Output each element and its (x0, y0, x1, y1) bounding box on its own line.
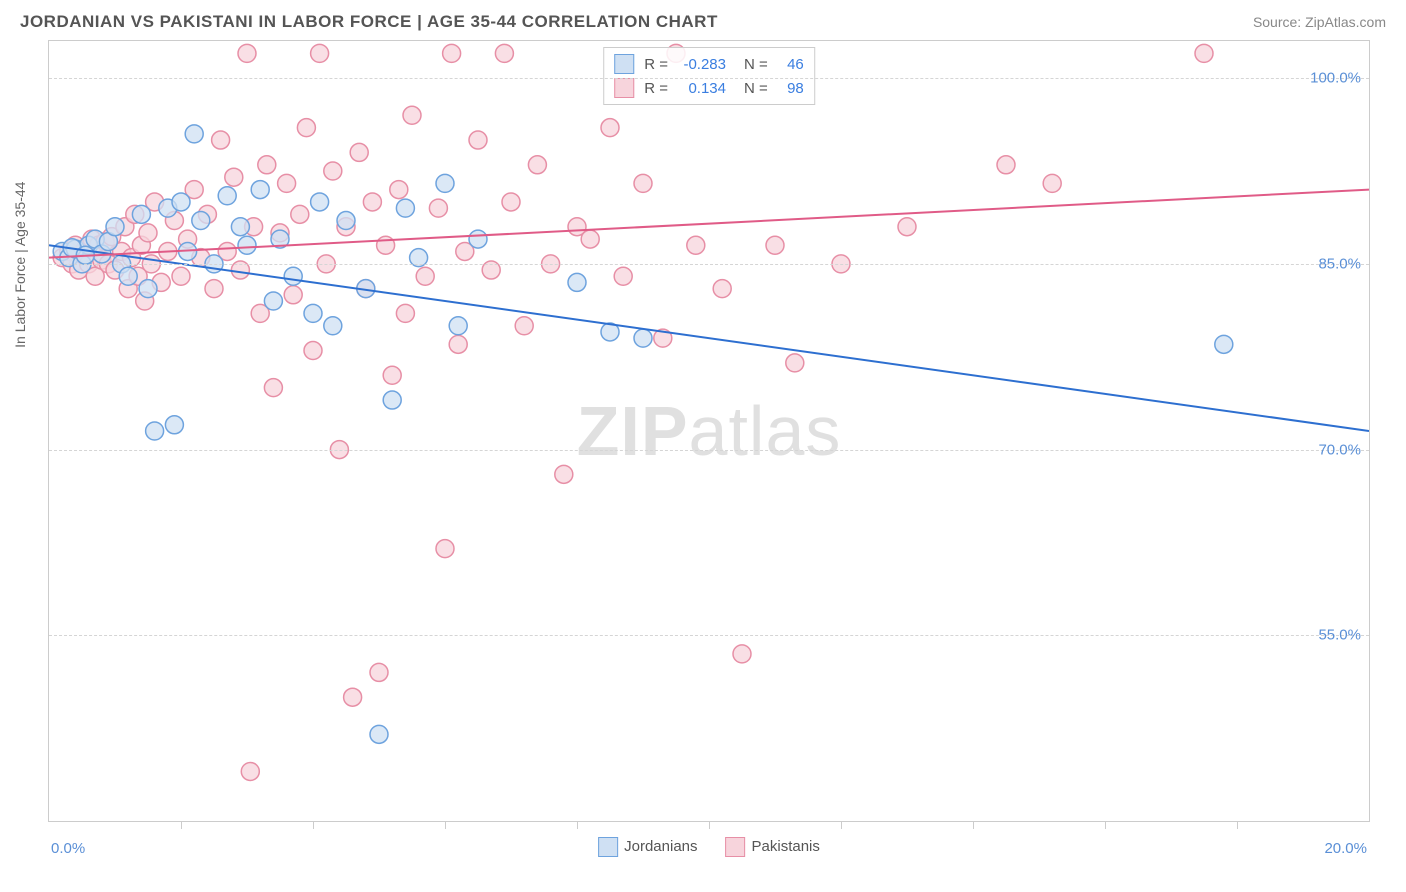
y-tick-label: 100.0% (1310, 70, 1361, 87)
chart-title: JORDANIAN VS PAKISTANI IN LABOR FORCE | … (20, 12, 718, 32)
x-max-label: 20.0% (1324, 840, 1367, 857)
legend-row-pakistanis: R = 0.134 N = 98 (614, 76, 804, 100)
n-value-pakistanis: 98 (774, 80, 804, 97)
gridline (49, 264, 1369, 265)
gridline (49, 450, 1369, 451)
x-tick (841, 821, 842, 829)
y-axis-label: In Labor Force | Age 35-44 (12, 182, 28, 348)
r-label: R = (644, 80, 668, 97)
x-tick (445, 821, 446, 829)
r-value-jordanians: -0.283 (674, 56, 726, 73)
x-tick (577, 821, 578, 829)
x-tick (1237, 821, 1238, 829)
x-tick (973, 821, 974, 829)
scatter-svg (49, 41, 1369, 821)
chart-header: JORDANIAN VS PAKISTANI IN LABOR FORCE | … (0, 0, 1406, 40)
gridline (49, 78, 1369, 79)
gridline (49, 635, 1369, 636)
swatch-jordanians (614, 54, 634, 74)
legend-item-pakistanis: Pakistanis (726, 837, 820, 857)
x-tick (1105, 821, 1106, 829)
r-label: R = (644, 56, 668, 73)
swatch-icon (598, 837, 618, 857)
y-tick-label: 85.0% (1318, 255, 1361, 272)
x-tick (181, 821, 182, 829)
plot-area: ZIPatlas R = -0.283 N = 46 R = 0.134 N =… (48, 40, 1370, 822)
r-value-pakistanis: 0.134 (674, 80, 726, 97)
n-value-jordanians: 46 (774, 56, 804, 73)
swatch-pakistanis (614, 78, 634, 98)
legend-row-jordanians: R = -0.283 N = 46 (614, 52, 804, 76)
x-tick (709, 821, 710, 829)
x-min-label: 0.0% (51, 840, 85, 857)
series-legend: Jordanians Pakistanis (598, 837, 820, 857)
source-attribution: Source: ZipAtlas.com (1253, 14, 1386, 30)
n-label: N = (744, 80, 768, 97)
swatch-icon (726, 837, 746, 857)
n-label: N = (744, 56, 768, 73)
y-tick-label: 70.0% (1318, 441, 1361, 458)
chart-container: In Labor Force | Age 35-44 ZIPatlas R = … (20, 40, 1386, 822)
y-tick-label: 55.0% (1318, 627, 1361, 644)
correlation-legend: R = -0.283 N = 46 R = 0.134 N = 98 (603, 47, 815, 105)
x-tick (313, 821, 314, 829)
legend-item-jordanians: Jordanians (598, 837, 697, 857)
